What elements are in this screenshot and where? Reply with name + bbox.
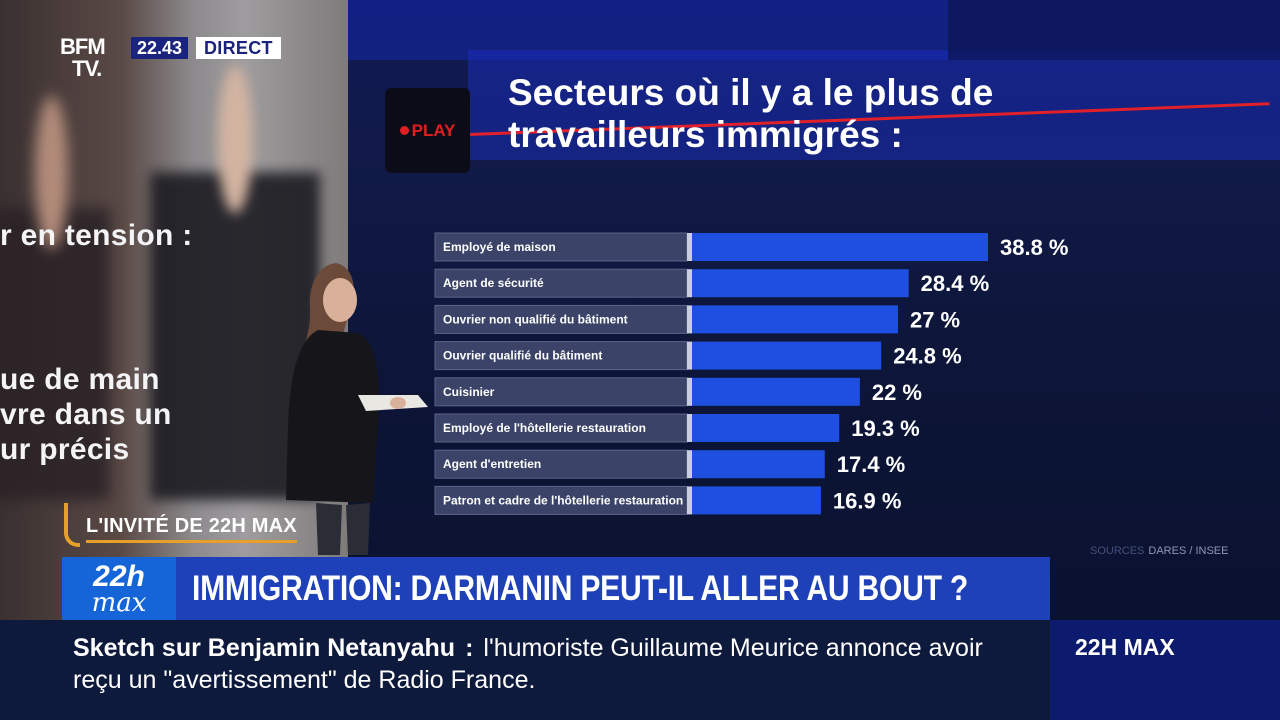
chart-source: SOURCES DARES / INSEE bbox=[1090, 545, 1228, 557]
value-label: 17.4 % bbox=[837, 452, 906, 477]
bar-separator bbox=[687, 269, 692, 298]
category-box bbox=[434, 268, 688, 298]
category-label: Ouvrier qualifié du bâtiment bbox=[443, 349, 602, 363]
category-box bbox=[434, 377, 688, 407]
chart-row: Employé de maison 38.8 % bbox=[434, 232, 1069, 262]
news-ticker bbox=[0, 620, 1050, 720]
wall-text-block: ue de main vre dans un ur précis bbox=[0, 362, 172, 467]
chart-title-line2: travailleurs immigrés : bbox=[508, 114, 903, 155]
chart-row: Ouvrier qualifié du bâtiment 24.8 % bbox=[434, 341, 962, 371]
program-box bbox=[1050, 620, 1280, 720]
play-badge: PLAY bbox=[385, 88, 470, 173]
category-label: Ouvrier non qualifié du bâtiment bbox=[443, 312, 628, 326]
headline-bar: IMMIGRATION: DARMANIN PEUT-IL ALLER AU B… bbox=[176, 557, 1050, 620]
record-dot-icon bbox=[399, 126, 409, 135]
guest-label-text: L'INVITÉ DE 22H MAX bbox=[86, 515, 297, 543]
source-text: DARES / INSEE bbox=[1148, 545, 1229, 557]
bar-separator bbox=[687, 341, 692, 370]
wall-text-line4: ur précis bbox=[0, 433, 130, 466]
bar-separator bbox=[687, 450, 692, 479]
value-label: 38.8 % bbox=[1000, 235, 1069, 260]
category-box bbox=[434, 413, 688, 443]
value-bar bbox=[692, 341, 882, 370]
value-bar bbox=[692, 450, 825, 479]
wall-text-line1: r en tension : bbox=[0, 219, 193, 252]
presenter bbox=[286, 263, 428, 555]
wall-band-corner bbox=[948, 0, 1280, 60]
wall-band-title bbox=[468, 50, 1280, 160]
category-label: Employé de l'hôtellerie restauration bbox=[443, 421, 646, 435]
studio-background: r en tension : ue de main vre dans un ur… bbox=[0, 0, 350, 620]
wall-text-line3: vre dans un bbox=[0, 398, 172, 431]
headline-text: IMMIGRATION: DARMANIN PEUT-IL ALLER AU B… bbox=[192, 568, 968, 608]
guest-curl-icon bbox=[64, 503, 80, 547]
value-bar bbox=[692, 233, 988, 261]
category-label: Employé de maison bbox=[443, 240, 556, 254]
bar-separator bbox=[687, 233, 692, 261]
blurred-person-left bbox=[0, 80, 110, 500]
bar-separator bbox=[687, 414, 692, 442]
source-prefix: SOURCES bbox=[1090, 545, 1145, 557]
chart-row: Patron et cadre de l'hôtellerie restaura… bbox=[434, 485, 902, 515]
guest-label: L'INVITÉ DE 22H MAX bbox=[64, 503, 297, 548]
value-label: 22 % bbox=[872, 380, 922, 405]
show-logo-bottom: max bbox=[91, 587, 147, 618]
show-logo: 22h max bbox=[62, 557, 176, 620]
value-label: 27 % bbox=[910, 307, 960, 332]
category-label: Agent de sécurité bbox=[443, 276, 544, 290]
bar-separator bbox=[687, 305, 692, 334]
bfmtv-logo: BFM TV. bbox=[60, 34, 106, 81]
category-label: Patron et cadre de l'hôtellerie restaura… bbox=[443, 493, 683, 507]
value-bar bbox=[692, 377, 860, 406]
wall-text-line2: ue de main bbox=[0, 363, 160, 396]
ticker-colon: : bbox=[465, 634, 474, 662]
bar-separator bbox=[687, 486, 692, 515]
chart-row: Ouvrier non qualifié du bâtiment 27 % bbox=[434, 304, 960, 334]
logo-line1: BFM bbox=[60, 34, 106, 59]
ticker-topic: Sketch sur Benjamin Netanyahu bbox=[73, 634, 456, 662]
ticker-body: l'humoriste Guillaume Meurice annonce av… bbox=[73, 634, 983, 694]
category-box bbox=[434, 341, 688, 371]
value-label: 24.8 % bbox=[893, 344, 962, 369]
clock: 22.43 bbox=[131, 37, 189, 59]
value-bar bbox=[692, 486, 821, 515]
play-label: PLAY bbox=[411, 120, 456, 140]
show-logo-top: 22h bbox=[93, 559, 145, 593]
value-label: 19.3 % bbox=[851, 416, 920, 441]
value-label: 28.4 % bbox=[921, 271, 990, 296]
category-box bbox=[434, 449, 688, 479]
chart-row: Cuisinier 22 % bbox=[434, 377, 922, 407]
program-label: 22H MAX bbox=[1075, 634, 1175, 660]
chart-row: Employé de l'hôtellerie restauration 19.3… bbox=[434, 413, 920, 443]
category-box bbox=[434, 304, 688, 334]
chart-title-line1: Secteurs où il y a le plus de bbox=[508, 72, 994, 113]
logo-line2: TV. bbox=[72, 56, 102, 81]
value-label: 16.9 % bbox=[833, 488, 902, 513]
chart-row: Agent d'entretien 17.4 % bbox=[434, 449, 906, 479]
live-badge: DIRECT bbox=[196, 37, 281, 59]
chart-title: Secteurs où il y a le plus de travailleu… bbox=[508, 72, 1148, 156]
value-bar bbox=[692, 414, 840, 442]
value-bar bbox=[692, 305, 898, 334]
chart-row: Agent de sécurité 28.4 % bbox=[434, 268, 990, 298]
bar-separator bbox=[687, 377, 692, 406]
value-bar bbox=[692, 269, 909, 298]
category-label: Agent d'entretien bbox=[443, 457, 541, 471]
category-label: Cuisinier bbox=[443, 385, 495, 399]
ticker-text: Sketch sur Benjamin Netanyahu: l'humorist… bbox=[73, 632, 1013, 696]
